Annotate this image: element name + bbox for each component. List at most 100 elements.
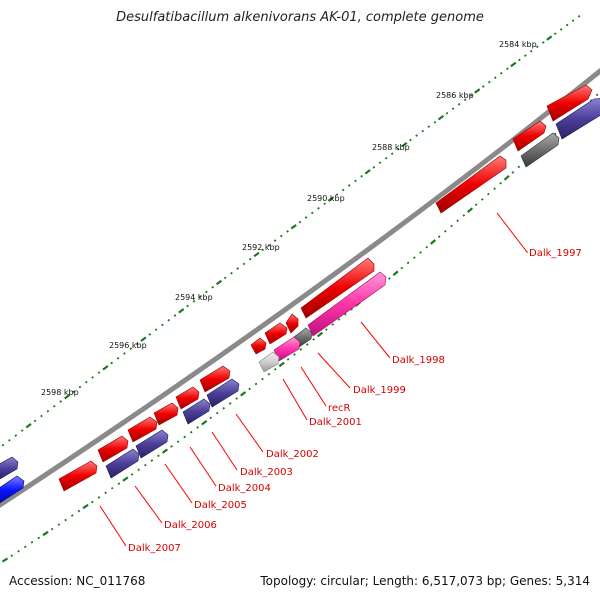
gene-arrow[interactable] (264, 322, 288, 345)
gene-arrow[interactable] (285, 313, 299, 334)
gene-arrow[interactable] (153, 402, 179, 426)
gene-label[interactable]: Dalk_1999 (353, 385, 406, 396)
major-tick (122, 476, 129, 482)
minor-tick (267, 372, 271, 376)
major-tick (278, 361, 285, 368)
major-tick (290, 224, 297, 230)
gene-label[interactable]: Dalk_2007 (128, 543, 181, 554)
gene-labels: Dalk_1997 Dalk_1998 Dalk_1999 recR Dalk_… (128, 248, 582, 554)
minor-tick (529, 49, 533, 53)
minor-tick (70, 514, 74, 517)
gene-label[interactable]: Dalk_2002 (266, 449, 319, 460)
gene-arrow[interactable] (175, 386, 200, 410)
gene-arrow[interactable] (105, 448, 140, 479)
minor-tick (117, 482, 121, 486)
minor-tick (523, 54, 527, 57)
major-tick (510, 61, 517, 68)
minor-tick (228, 402, 232, 405)
minor-tick (209, 416, 213, 420)
minor-tick (335, 193, 339, 196)
major-tick (25, 423, 32, 429)
gene-arrow[interactable] (435, 155, 507, 214)
minor-tick (299, 348, 303, 351)
minor-tick (235, 397, 239, 400)
gene-arrow[interactable] (258, 351, 280, 373)
minor-tick (400, 266, 404, 270)
gene-arrow[interactable] (0, 475, 25, 504)
minor-tick (205, 290, 208, 294)
gene-arrow[interactable] (300, 257, 375, 319)
minor-tick (14, 434, 18, 437)
minor-tick (437, 235, 441, 238)
gene-arrow[interactable] (520, 132, 560, 168)
gene-label[interactable]: Dalk_2006 (164, 520, 217, 531)
minor-tick (317, 206, 320, 210)
scale-label: 2588 kbp (372, 143, 410, 152)
major-tick (253, 251, 260, 258)
major-tick (82, 503, 89, 510)
gene-arrow[interactable] (250, 337, 267, 355)
minor-tick (427, 125, 431, 128)
minor-tick (350, 307, 353, 311)
minor-tick (595, 93, 599, 97)
minor-tick (298, 220, 302, 224)
genome-summary-text: Topology: circular; Length: 6,517,073 bp… (260, 574, 590, 588)
gene-arrow[interactable] (307, 271, 387, 337)
major-tick (201, 420, 208, 426)
gene-arrow[interactable] (199, 365, 231, 393)
gene-arrow[interactable] (182, 398, 211, 425)
minor-tick (50, 527, 54, 531)
gene-label[interactable]: recR (328, 403, 351, 414)
minor-tick (421, 129, 425, 133)
minor-tick (261, 248, 265, 252)
minor-tick (463, 98, 467, 102)
minor-tick (406, 261, 410, 265)
minor-tick (518, 58, 521, 62)
minor-tick (167, 318, 171, 322)
minor-tick (57, 523, 61, 526)
major-tick (1, 557, 9, 563)
minor-tick (17, 549, 20, 553)
gene-label[interactable]: Dalk_2003 (240, 467, 293, 478)
minor-tick (304, 216, 308, 219)
gene-arrow[interactable] (58, 460, 98, 492)
gene-label[interactable]: Dalk_2001 (309, 417, 362, 428)
minor-tick (97, 496, 101, 499)
gene-label[interactable]: Dalk_1998 (392, 355, 445, 366)
accession-text: Accession: NC_011768 (9, 574, 146, 588)
gene-label[interactable]: Dalk_1997 (529, 248, 582, 259)
gene-arrow[interactable] (555, 98, 600, 140)
minor-tick (8, 438, 11, 442)
major-tick (140, 336, 147, 342)
gene-arrow[interactable] (546, 84, 593, 122)
gene-arrow[interactable] (97, 435, 129, 463)
minor-tick (384, 156, 388, 160)
minor-tick (571, 19, 575, 23)
minor-tick (450, 224, 453, 228)
gene-arrow[interactable] (135, 429, 169, 459)
minor-tick (565, 23, 569, 27)
minor-tick (347, 184, 351, 187)
gene-arrow[interactable] (127, 416, 158, 443)
gene-arrow[interactable] (512, 120, 547, 152)
gene-arrow[interactable] (206, 378, 240, 408)
minor-tick (469, 94, 473, 97)
gene-label[interactable]: Dalk_2004 (218, 483, 271, 494)
minor-tick (37, 536, 41, 540)
minor-tick (90, 500, 94, 504)
major-tick (503, 174, 510, 181)
minor-tick (577, 14, 581, 18)
minor-tick (337, 318, 341, 321)
outer-tick-ring (1, 14, 581, 447)
minor-tick (64, 518, 67, 522)
minor-tick (40, 414, 43, 418)
minor-tick (293, 353, 296, 356)
minor-tick (78, 385, 82, 389)
major-tick (178, 308, 185, 314)
gene-arrow[interactable] (0, 456, 19, 480)
minor-tick (186, 304, 189, 308)
gene-label[interactable]: Dalk_2005 (194, 500, 247, 511)
minor-tick (267, 243, 271, 247)
